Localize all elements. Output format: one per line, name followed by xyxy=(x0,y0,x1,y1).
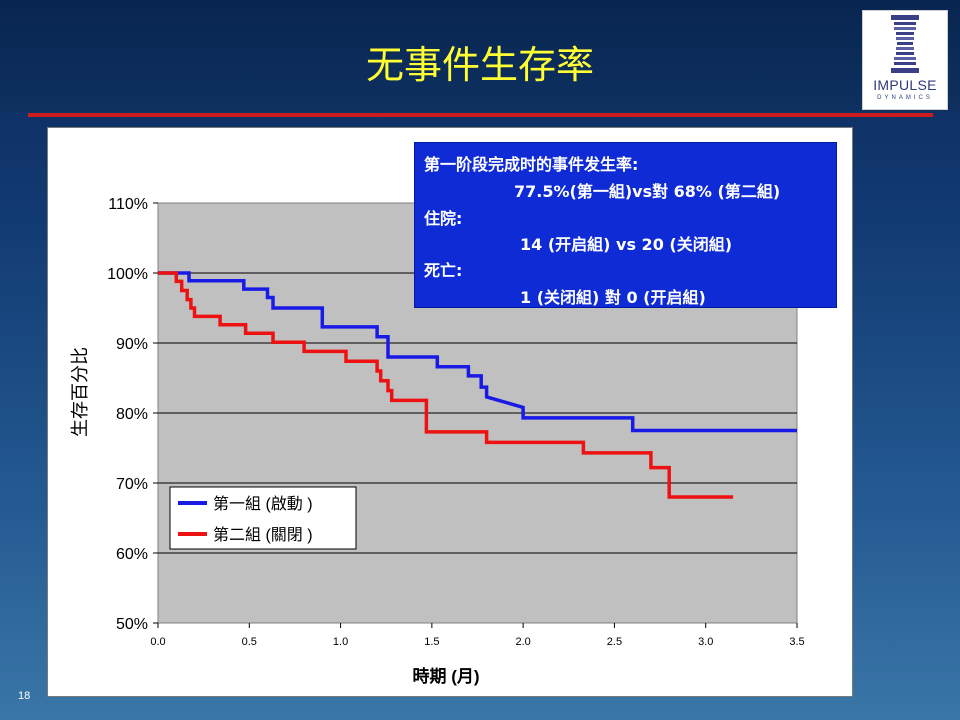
x-tick-label: 0.0 xyxy=(150,636,165,648)
x-tick-label: 0.5 xyxy=(242,636,257,648)
infobox-line5: 死亡: xyxy=(424,261,463,280)
slide-header xyxy=(0,0,960,112)
y-tick-label: 70% xyxy=(116,476,148,493)
logo-emblem xyxy=(891,15,919,73)
y-tick-label: 100% xyxy=(107,266,148,283)
y-tick-label: 60% xyxy=(116,546,148,563)
impulse-dynamics-logo: IMPULSE DYNAMICS xyxy=(862,10,948,110)
slide-title: 无事件生存率 xyxy=(365,43,594,87)
x-axis-label: 時期 (月) xyxy=(412,666,479,686)
infobox-line1: 第一阶段完成时的事件发生率: xyxy=(424,155,639,174)
x-tick-label: 1.5 xyxy=(424,636,439,648)
x-tick-label: 2.5 xyxy=(607,636,622,648)
series-line-1 xyxy=(158,271,797,433)
x-tick-label: 3.5 xyxy=(789,636,804,648)
y-tick-label: 50% xyxy=(116,616,148,633)
y-tick-label: 90% xyxy=(116,336,148,353)
event-rate-infobox: 第一阶段完成时的事件发生率: 77.5%(第一組)vs對 68% (第二組) 住… xyxy=(414,142,837,308)
logo-subtitle: DYNAMICS xyxy=(877,95,933,101)
infobox-line6: 1 (关闭組) 對 0 (开启組) xyxy=(520,288,706,307)
legend-label-series2: 第二組 (關閉 ) xyxy=(213,526,313,544)
infobox-line3: 住院: xyxy=(424,209,463,228)
x-tick-label: 2.0 xyxy=(515,636,530,648)
legend-label-series1: 第一組 (啟動 ) xyxy=(213,495,313,513)
y-tick-label: 110% xyxy=(108,196,148,213)
y-axis-label: 生存百分比 xyxy=(70,347,91,437)
page-number: 18 xyxy=(18,690,31,702)
series-line-2 xyxy=(158,271,734,499)
chart-legend: 第一組 (啟動 ) 第二組 (關閉 ) xyxy=(169,486,357,550)
title-divider xyxy=(28,113,933,117)
y-tick-label: 80% xyxy=(116,406,148,423)
infobox-line2: 77.5%(第一組)vs對 68% (第二組) xyxy=(514,182,781,201)
x-tick-label: 3.0 xyxy=(698,636,713,648)
x-tick-label: 1.0 xyxy=(333,636,348,648)
logo-wordmark: IMPULSE xyxy=(873,77,937,93)
infobox-line4: 14 (开启組) vs 20 (关闭組) xyxy=(520,235,733,254)
